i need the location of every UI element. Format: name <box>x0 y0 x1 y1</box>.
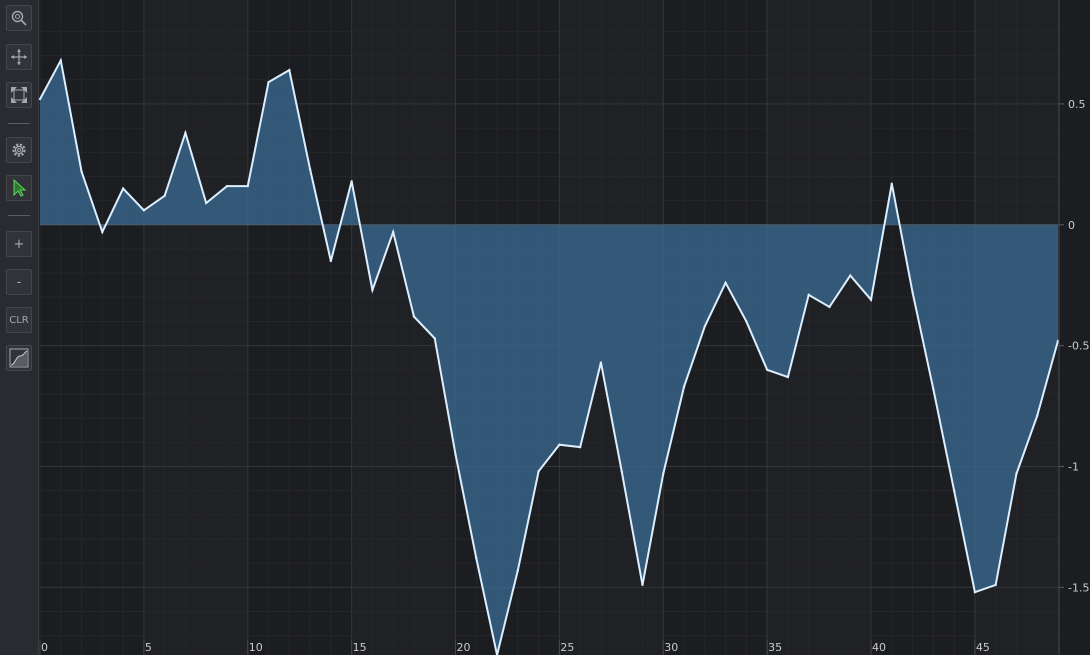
data-point <box>121 187 125 190</box>
data-point <box>620 470 623 473</box>
data-point <box>433 337 436 340</box>
data-point <box>391 230 395 234</box>
zoom-in-label: + <box>13 236 25 252</box>
data-point <box>641 583 644 587</box>
series-line[interactable] <box>39 57 1059 655</box>
data-point <box>662 472 665 475</box>
data-point <box>1015 472 1018 475</box>
x-tick-label: 30 <box>664 641 678 654</box>
data-point <box>454 453 457 456</box>
clear-label: CLR <box>9 314 29 326</box>
data-point <box>475 557 478 560</box>
series-area-fill <box>40 60 1058 655</box>
clear-button[interactable]: CLR <box>6 307 32 333</box>
data-point <box>599 361 603 364</box>
y-tick-label: 0.5 <box>1068 98 1086 111</box>
data-point <box>682 385 686 388</box>
data-point <box>142 209 146 212</box>
data-point <box>911 291 914 294</box>
y-tick-label: -1.5 <box>1068 581 1089 594</box>
data-point <box>59 59 62 62</box>
toolbar-separator <box>8 215 30 216</box>
data-point <box>350 180 353 183</box>
select-cursor-icon[interactable] <box>6 175 32 201</box>
data-point <box>205 201 208 205</box>
x-tick-label: 45 <box>976 641 990 654</box>
data-point <box>267 80 270 84</box>
chart-type-icon[interactable] <box>6 345 32 371</box>
y-tick-label: -1 <box>1068 460 1079 473</box>
data-point <box>288 68 291 72</box>
data-point <box>890 182 893 185</box>
data-point <box>745 320 748 323</box>
data-point <box>537 470 540 473</box>
zoom-out-label: - <box>16 274 22 290</box>
zoom-extents-icon[interactable] <box>6 82 32 108</box>
x-tick-label: 0 <box>41 641 48 654</box>
data-point <box>828 305 831 309</box>
data-point <box>101 230 104 234</box>
y-tick-label: 0 <box>1068 219 1075 232</box>
chart-toolbar: + - CLR <box>0 0 39 655</box>
zoom-out-button[interactable]: - <box>6 269 32 295</box>
data-point <box>807 293 810 297</box>
data-point <box>765 368 769 371</box>
data-point <box>869 298 873 301</box>
data-point <box>80 170 83 173</box>
data-point <box>578 445 582 449</box>
zoom-in-button[interactable]: + <box>6 231 32 257</box>
data-point <box>308 167 312 171</box>
data-point <box>703 325 707 328</box>
x-tick-label: 10 <box>249 641 263 654</box>
data-point <box>849 274 852 277</box>
data-point <box>1036 414 1039 417</box>
x-tick-label: 5 <box>145 641 152 654</box>
data-point <box>371 288 374 292</box>
data-points <box>38 59 1060 655</box>
x-tick-label: 20 <box>457 641 471 654</box>
data-point <box>329 259 333 263</box>
settings-icon[interactable] <box>6 137 32 163</box>
zoom-icon[interactable] <box>6 5 32 31</box>
grid-band <box>143 0 248 655</box>
data-point <box>412 315 416 318</box>
y-axis-ticks: 0.5 0 -0.5 -1 -1.5 <box>1059 98 1089 594</box>
x-tick-label: 35 <box>768 641 782 654</box>
pan-icon[interactable] <box>6 44 32 70</box>
data-point <box>932 387 935 391</box>
data-point <box>163 194 166 197</box>
x-tick-label: 15 <box>353 641 367 654</box>
data-point <box>786 375 790 379</box>
data-point <box>558 443 561 446</box>
data-point <box>225 184 229 188</box>
data-point <box>973 590 977 594</box>
data-point <box>184 131 187 135</box>
y-tick-label: -0.5 <box>1068 340 1089 353</box>
data-point <box>38 97 42 101</box>
data-point <box>246 184 249 188</box>
data-point <box>724 281 727 284</box>
data-point <box>516 569 520 572</box>
x-tick-label: 40 <box>872 641 886 654</box>
data-point <box>952 489 956 492</box>
toolbar-separator <box>8 123 30 124</box>
data-point <box>994 583 997 587</box>
x-tick-label: 25 <box>560 641 574 654</box>
x-axis-ticks: 0 5 10 15 20 25 30 35 40 45 <box>39 640 990 655</box>
